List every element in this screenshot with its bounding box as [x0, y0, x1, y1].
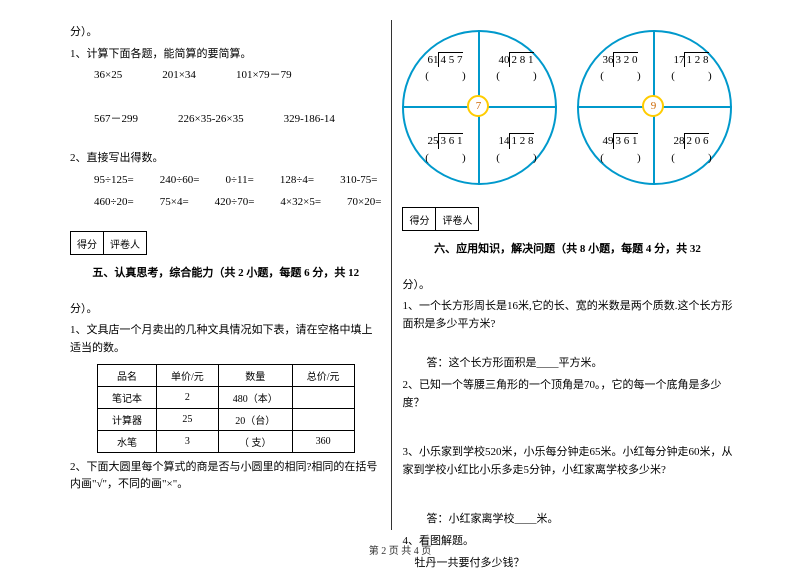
q6-3-answer: 答：小红家离学校____米。: [402, 511, 732, 529]
expr: 70×20=: [347, 194, 381, 212]
expr: 95÷125=: [94, 172, 134, 190]
quad-tr: 402 8 1 ( ): [481, 52, 551, 84]
q6-2: 2、已知一个等腰三角形的一个顶角是70。，它的每一个底角是多少度？: [402, 377, 732, 412]
table-header-row: 品名 单价/元 数量 总价/元: [97, 364, 354, 386]
page-footer: 第 2 页 共 4 页: [0, 542, 800, 557]
quad-br: 141 2 8 ( ): [481, 133, 551, 165]
division-expr: 141 2 8: [481, 133, 551, 148]
expr: 226×35-26×35: [178, 111, 244, 129]
table-row: 水笔 3 （ 支） 360: [97, 430, 354, 452]
td: 20（台）: [218, 408, 292, 430]
division-expr: 282 0 6: [656, 133, 726, 148]
table-row: 笔记本 2 480（本）: [97, 386, 354, 408]
circle-1: 6161)4 5 74 5 7 ( ) 402 8 1 ( ) 253 6 1 …: [402, 30, 557, 185]
circles-diagram: 6161)4 5 74 5 7 ( ) 402 8 1 ( ) 253 6 1 …: [402, 30, 732, 185]
paren: ( ): [481, 69, 551, 83]
paren: ( ): [410, 151, 480, 165]
q2-row2: 460÷20= 75×4= 420÷70= 4×32×5= 70×20=: [70, 194, 381, 212]
expr: 4×32×5=: [280, 194, 321, 212]
quad-tr: 171 2 8 ( ): [656, 52, 726, 84]
expr: 420÷70=: [215, 194, 255, 212]
quad-tl: 6161)4 5 74 5 7 ( ): [410, 52, 480, 84]
q6-1: 1、一个长方形周长是16米,它的长、宽的米数是两个质数.这个长方形面积是多少平方…: [402, 298, 732, 333]
paren: ( ): [585, 151, 655, 165]
expr: 567－299: [94, 111, 138, 129]
fen: 分）。: [402, 277, 732, 295]
section5-text: 五、认真思考，综合能力（共 2 小题，每题 6 分，共 12: [92, 267, 359, 279]
fen2: 分）。: [70, 301, 381, 319]
score-box: 得分 评卷人: [70, 231, 147, 255]
stationery-table: 品名 单价/元 数量 总价/元 笔记本 2 480（本） 计算器 25 20（台…: [97, 364, 355, 453]
th: 总价/元: [292, 364, 354, 386]
th: 数量: [218, 364, 292, 386]
score-label: 得分: [71, 232, 104, 254]
expr: 310-75=: [340, 172, 377, 190]
expr: 0÷11=: [226, 172, 254, 190]
division-expr: 253 6 1: [410, 133, 480, 148]
q5-2: 2、下面大圆里每个算式的商是否与小圆里的相同?相同的在括号内画"√"，不同的画"…: [70, 459, 381, 494]
th: 品名: [97, 364, 156, 386]
q6-1-answer: 答：这个长方形面积是____平方米。: [402, 355, 732, 373]
td: 2: [156, 386, 218, 408]
paren: ( ): [410, 69, 480, 83]
paren: ( ): [656, 69, 726, 83]
q6-4b: 牡丹一共要付多少钱？: [402, 555, 732, 572]
expr: 128÷4=: [280, 172, 314, 190]
fen-suffix: 分）。: [70, 24, 381, 42]
division-expr: 493 6 1: [585, 133, 655, 148]
paren: ( ): [481, 151, 551, 165]
circle-2: 363 2 0 ( ) 171 2 8 ( ) 493 6 1 ( ) 282 …: [577, 30, 732, 185]
score-label: 得分: [403, 208, 436, 230]
td: 360: [292, 430, 354, 452]
section5-title: 五、认真思考，综合能力（共 2 小题，每题 6 分，共 12: [70, 265, 381, 283]
paren: ( ): [656, 151, 726, 165]
expr: 101×79－79: [236, 67, 292, 85]
q6-3: 3、小乐家到学校520米，小乐每分钟走65米。小红每分钟走60米，从家到学校小红…: [402, 444, 732, 479]
th: 单价/元: [156, 364, 218, 386]
expr: 329-186-14: [284, 111, 335, 129]
td: [292, 408, 354, 430]
grader-label: 评卷人: [436, 208, 478, 230]
section6-text: 六、应用知识，解决问题（共 8 小题，每题 4 分，共 32: [434, 243, 701, 255]
td: 笔记本: [97, 386, 156, 408]
score-row: 得分 评卷人: [70, 225, 381, 261]
quad-bl: 253 6 1 ( ): [410, 133, 480, 165]
q1-title: 1、计算下面各题，能简算的要简算。: [70, 46, 381, 64]
quad-tl: 363 2 0 ( ): [585, 52, 655, 84]
paren: ( ): [585, 69, 655, 83]
right-column: 6161)4 5 74 5 7 ( ) 402 8 1 ( ) 253 6 1 …: [392, 20, 742, 530]
q2-row1: 95÷125= 240÷60= 0÷11= 128÷4= 310-75=: [70, 172, 381, 190]
q2-title: 2、直接写出得数。: [70, 150, 381, 168]
expr: 201×34: [162, 67, 196, 85]
score-row: 得分 评卷人: [402, 201, 732, 237]
quad-bl: 493 6 1 ( ): [585, 133, 655, 165]
q1-row1: 36×25 201×34 101×79－79: [70, 67, 381, 85]
section6-title: 六、应用知识，解决问题（共 8 小题，每题 4 分，共 32: [402, 241, 732, 259]
td: 3: [156, 430, 218, 452]
grader-label: 评卷人: [104, 232, 146, 254]
quad-br: 282 0 6 ( ): [656, 133, 726, 165]
left-column: 分）。 1、计算下面各题，能简算的要简算。 36×25 201×34 101×7…: [60, 20, 392, 530]
q1-row2: 567－299 226×35-26×35 329-186-14: [70, 111, 381, 129]
division-expr: 6161)4 5 74 5 7: [410, 52, 480, 67]
division-expr: 402 8 1: [481, 52, 551, 67]
expr: 75×4=: [160, 194, 189, 212]
q5-1: 1、文具店一个月卖出的几种文具情况如下表，请在空格中填上适当的数。: [70, 322, 381, 357]
score-box: 得分 评卷人: [402, 207, 479, 231]
td: 计算器: [97, 408, 156, 430]
expr: 240÷60=: [160, 172, 200, 190]
td: [292, 386, 354, 408]
td: 480（本）: [218, 386, 292, 408]
division-expr: 363 2 0: [585, 52, 655, 67]
page-container: 分）。 1、计算下面各题，能简算的要简算。 36×25 201×34 101×7…: [0, 0, 800, 530]
table-row: 计算器 25 20（台）: [97, 408, 354, 430]
expr: 36×25: [94, 67, 122, 85]
division-expr: 171 2 8: [656, 52, 726, 67]
td: （ 支）: [218, 430, 292, 452]
td: 水笔: [97, 430, 156, 452]
td: 25: [156, 408, 218, 430]
expr: 460÷20=: [94, 194, 134, 212]
